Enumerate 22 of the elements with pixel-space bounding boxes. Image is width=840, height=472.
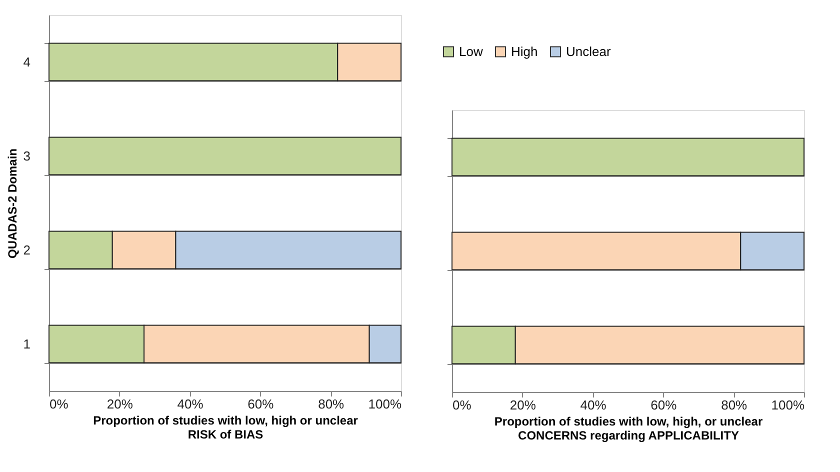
x-tick-label: 0% [50,396,69,412]
legend-label: Unclear [566,44,612,59]
x-tick-label: 20% [510,398,536,412]
x-tick-label: 0% [452,398,472,412]
x-tick-label: 80% [721,398,748,412]
x-tick-label: 40% [580,398,607,412]
x-tick-label: 100% [771,398,805,412]
x-tick-label: 20% [106,396,134,412]
x-tick-label: 100% [368,396,402,412]
x-axis-title: Proportion of studies with low, high, or unclear CONCERNS regarding APPLICABILITY [494,414,763,442]
x-tick-label: 40% [177,396,204,412]
y-tick-label: 4 [23,54,30,70]
legend-label: Low [459,44,484,59]
x-axis-title: Proportion of studies with low, high or unclear RISK of BIAS [93,414,358,442]
y-tick-label: 2 [23,242,30,258]
x-tick-label: 80% [318,396,345,412]
y-axis-title: QUADAS-2 Domain [5,148,20,259]
y-tick-label: 3 [23,148,30,164]
legend-label: High [511,44,538,59]
x-tick-label: 60% [248,396,274,412]
y-tick-label: 1 [23,336,30,352]
x-tick-label: 60% [650,398,678,412]
